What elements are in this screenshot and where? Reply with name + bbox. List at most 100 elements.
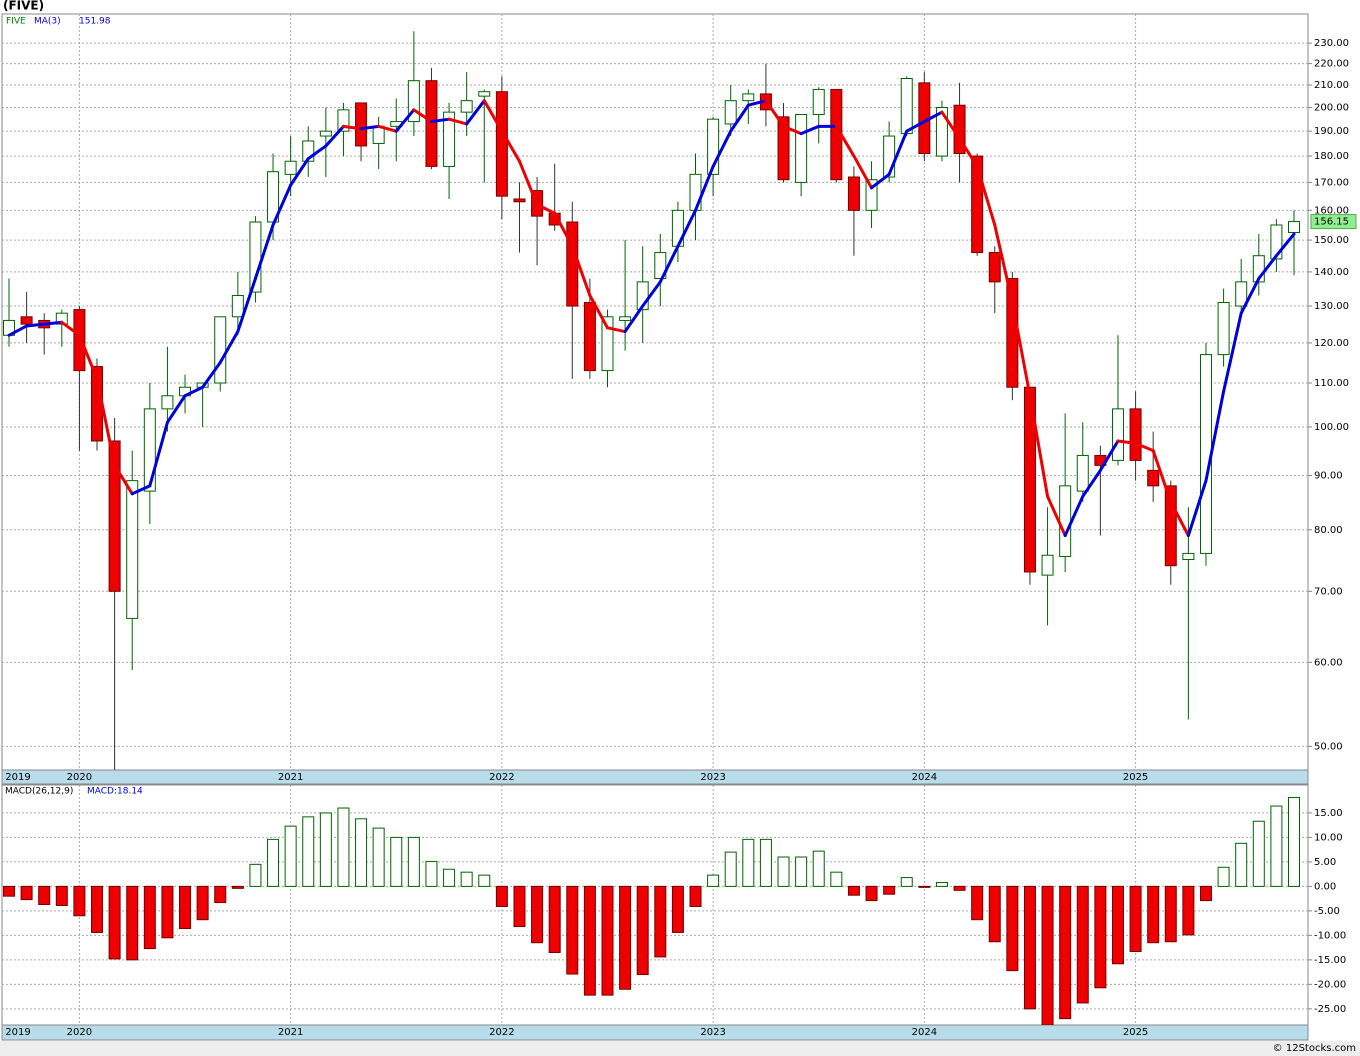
x-tick-label: 2019 [5,1027,30,1038]
ma-line [77,333,99,381]
footer: © 12Stocks.com [1273,1043,1356,1054]
macd-bar [654,885,667,958]
last-price-box [1310,214,1357,230]
y-tick-label: 220.00 [1314,59,1349,70]
x-tick-label: 2023 [700,772,725,783]
ma-line [1204,389,1226,483]
candle-body [1164,485,1177,567]
macd-bar [1288,797,1300,887]
ma-line [7,324,29,337]
ma-line [517,159,539,207]
chart-title: (FIVE) [3,0,44,13]
ma-line [870,172,891,190]
candle-body [1270,224,1283,260]
price-plot [2,14,1308,770]
macd-bar [231,885,244,889]
macd-bar [883,885,896,895]
ma-line [95,377,117,467]
candle-body [231,295,244,318]
macd-bar [3,885,15,897]
candle-body [143,408,156,492]
candle-body [355,102,368,147]
legend-ma-value: 151.98 [79,17,111,27]
y-tick-label: 160.00 [1314,205,1349,216]
ma-line [1274,232,1296,258]
ma-line [1222,311,1243,393]
y-tick-label: 15.00 [1314,808,1343,819]
candle-body [795,113,808,183]
candle-body [935,107,948,157]
candle-body [1288,221,1300,233]
candle-body [1235,281,1248,307]
macd-bar [988,885,1001,943]
ma-line [1186,479,1208,538]
y-tick-label: 100.00 [1314,422,1349,433]
ma-line [253,223,275,281]
macd-legend: MACD:18.14 [87,787,143,797]
ma-line [975,164,997,227]
macd-bar [196,885,209,921]
ma-line [341,124,363,131]
y-tick-label: 10.00 [1314,832,1343,843]
y-tick-label: -10.00 [1314,930,1346,941]
date-strip [1,769,1309,785]
y-tick-label: -5.00 [1314,906,1340,917]
ma-line [1063,494,1085,538]
macd-bar [108,885,121,960]
candle-body [407,80,420,123]
x-tick-label: 2024 [912,772,937,783]
y-tick-label: -25.00 [1314,1004,1346,1015]
candle-body [319,130,332,137]
ma-line [1098,439,1120,472]
y-tick-label: 140.00 [1314,267,1349,278]
ma-line [1134,441,1155,453]
macd-bar [583,885,596,996]
macd-bar [900,877,913,887]
macd-bar [372,827,385,887]
ma-line [729,103,750,133]
macd-bar [91,885,104,933]
ma-line [447,117,469,126]
x-tick-label: 2025 [1123,772,1148,783]
candle-body [108,440,121,592]
macd-bar [1129,885,1142,953]
candle-body [636,281,649,311]
y-tick-label: 210.00 [1314,80,1349,91]
macd-bar [1023,885,1036,1010]
ma-line [412,108,433,124]
candle-body [1129,408,1142,461]
x-tick-label: 2020 [67,772,92,783]
macd-bar [619,885,632,990]
y-tick-label: 70.00 [1314,586,1343,597]
price-panel [1,13,1309,771]
candle-body [724,100,737,125]
candle-body [883,135,896,178]
ma-line [1116,439,1138,445]
ma-line [148,420,169,488]
y-tick-label: 130.00 [1314,301,1349,312]
macd-bar [689,885,702,907]
candle-body [1217,302,1230,356]
y-tick-label: 50.00 [1314,741,1343,752]
x-tick-label: 2022 [489,772,514,783]
y-tick-label: 5.00 [1314,857,1336,868]
x-tick-label: 2020 [67,1027,92,1038]
ma-line [852,154,874,190]
ma-line [377,124,398,133]
ma-line [201,361,222,389]
macd-bar [161,885,174,939]
y-tick-label: 110.00 [1314,378,1349,389]
legend-ma: MA(3) [34,17,61,27]
macd-bar [795,856,808,887]
macd-bar [407,836,420,887]
macd-bar [1235,842,1248,887]
ma-line [658,244,680,284]
candle-body [707,118,720,175]
y-tick-label: 180.00 [1314,151,1349,162]
candle-body [495,91,508,197]
ma-line [306,144,328,161]
macd-bar [73,885,86,917]
x-tick-label: 2019 [5,772,30,783]
macd-bar [1041,885,1054,1025]
ma-line [359,124,381,131]
